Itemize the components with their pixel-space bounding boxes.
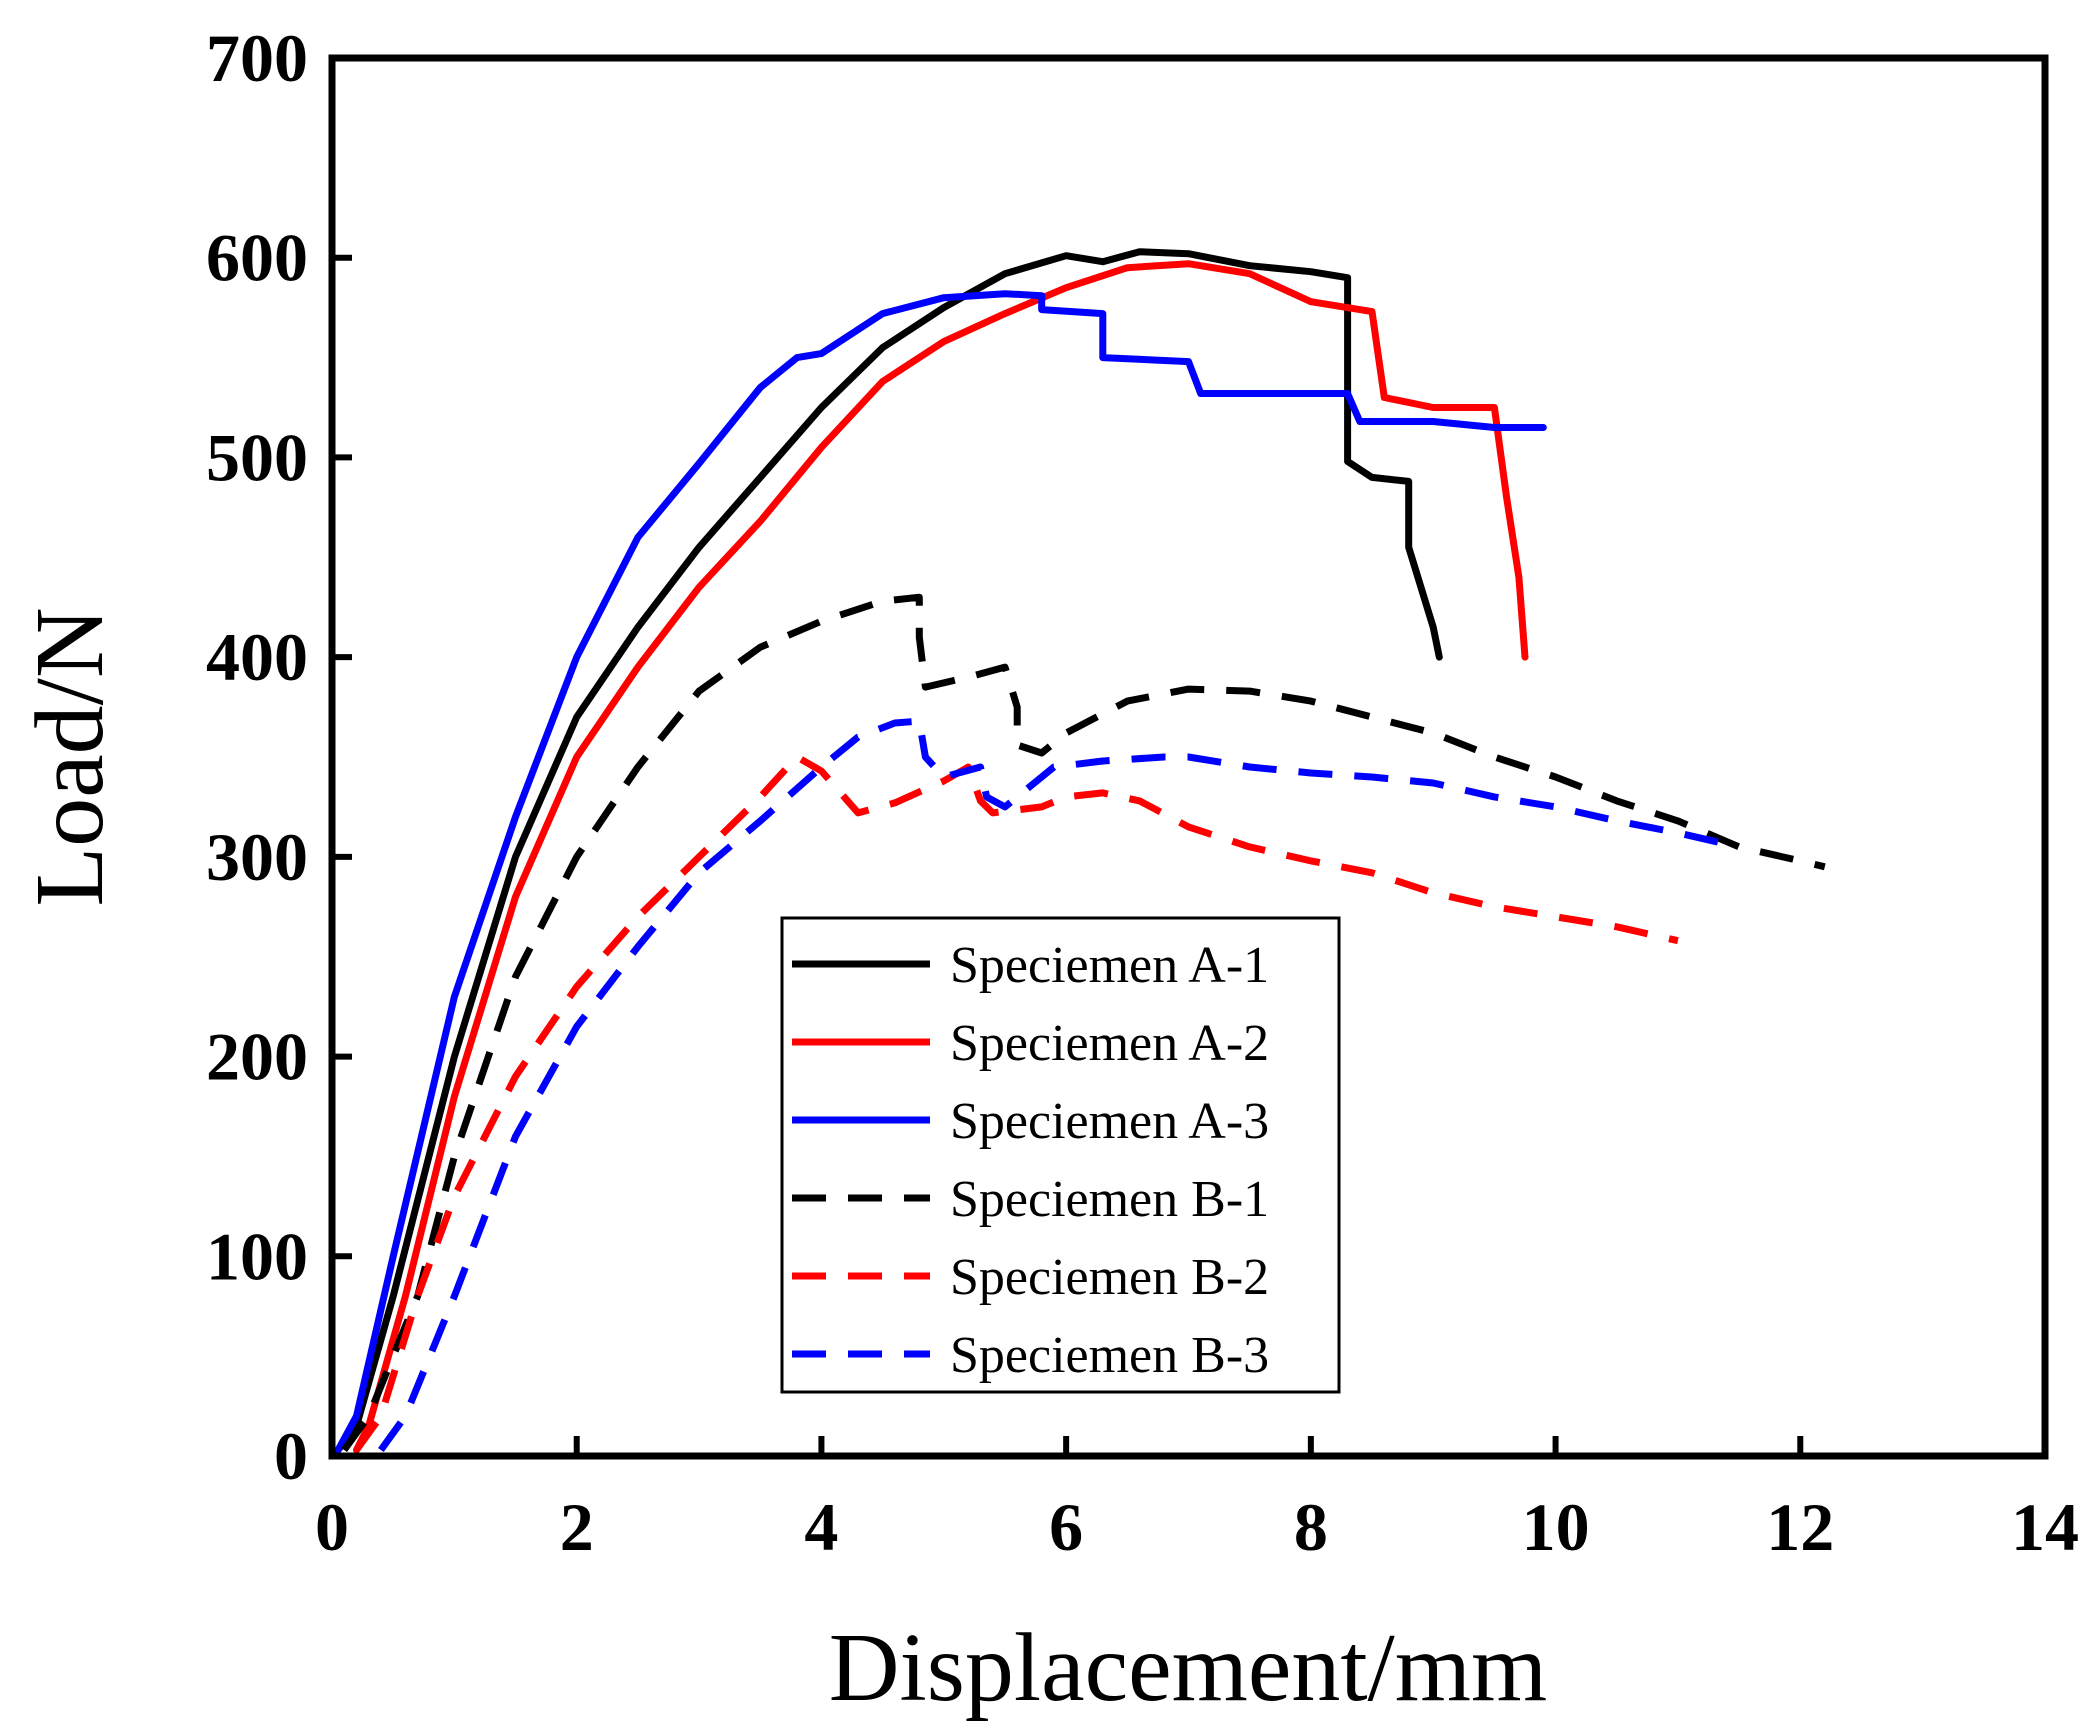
- x-axis-title: Displacement/mm: [829, 1614, 1548, 1722]
- legend-label-speciemen-a-1: Speciemen A-1: [950, 937, 1269, 994]
- series-line-speciemen-a-1: [334, 248, 1443, 1454]
- series-layer: [334, 248, 1826, 1454]
- legend-label-speciemen-a-3: Speciemen A-3: [950, 1093, 1269, 1150]
- y-tick-label: 0: [274, 1418, 308, 1494]
- series-line-speciemen-a-3: [334, 290, 1547, 1454]
- x-tick-label: 14: [2011, 1489, 2079, 1565]
- series-line-speciemen-a-2: [353, 260, 1529, 1454]
- y-tick-label: 600: [206, 220, 308, 296]
- legend-label-speciemen-b-3: Speciemen B-3: [950, 1327, 1269, 1384]
- x-tick-label: 0: [315, 1489, 349, 1565]
- x-tick-label: 10: [1522, 1489, 1590, 1565]
- y-tick-label: 400: [206, 619, 308, 695]
- legend-label-speciemen-b-1: Speciemen B-1: [950, 1171, 1269, 1228]
- x-tick-label: 4: [804, 1489, 838, 1565]
- plot-frame: [328, 54, 2049, 1460]
- x-tick-label: 8: [1294, 1489, 1328, 1565]
- y-axis-title: Load/N: [16, 607, 124, 906]
- series-line-speciemen-b-1: [341, 593, 1826, 1453]
- x-tick-label: 2: [560, 1489, 594, 1565]
- y-tick-label: 500: [206, 419, 308, 495]
- legend: Speciemen A-1 Speciemen A-2 Speciemen A-3 S…: [780, 916, 1341, 1394]
- y-tick-label: 700: [206, 20, 308, 96]
- y-tick-label: 200: [206, 1019, 308, 1095]
- y-tick-label: 100: [206, 1218, 308, 1294]
- x-tick-label: 6: [1049, 1489, 1083, 1565]
- ticks-layer: 0 2 4 6 8 10 12 14 0 100 200 300 400 500 600 700: [206, 20, 2079, 1565]
- x-tick-label: 12: [1766, 1489, 1834, 1565]
- series-line-speciemen-b-3: [378, 717, 1740, 1453]
- y-tick-label: 300: [206, 819, 308, 895]
- legend-label-speciemen-b-2: Speciemen B-2: [950, 1249, 1269, 1306]
- legend-box: [780, 916, 1341, 1394]
- legend-label-speciemen-a-2: Speciemen A-2: [950, 1015, 1269, 1072]
